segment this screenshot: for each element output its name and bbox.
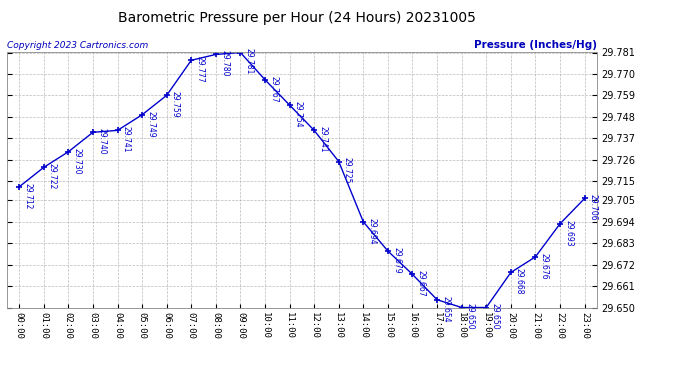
Text: 29.679: 29.679 bbox=[392, 247, 401, 273]
Text: 29.777: 29.777 bbox=[195, 56, 204, 83]
Text: 29.741: 29.741 bbox=[121, 126, 130, 153]
Text: 29.754: 29.754 bbox=[294, 101, 303, 128]
Text: 29.650: 29.650 bbox=[466, 303, 475, 330]
Text: 29.654: 29.654 bbox=[441, 296, 451, 322]
Text: Pressure (Inches/Hg): Pressure (Inches/Hg) bbox=[474, 40, 597, 50]
Text: 29.741: 29.741 bbox=[318, 126, 327, 153]
Text: 29.676: 29.676 bbox=[540, 253, 549, 279]
Text: 29.722: 29.722 bbox=[48, 163, 57, 189]
Text: 29.740: 29.740 bbox=[97, 128, 106, 155]
Text: 29.693: 29.693 bbox=[564, 220, 573, 246]
Text: 29.781: 29.781 bbox=[244, 48, 254, 75]
Text: Barometric Pressure per Hour (24 Hours) 20231005: Barometric Pressure per Hour (24 Hours) … bbox=[118, 11, 475, 25]
Text: 29.694: 29.694 bbox=[368, 217, 377, 244]
Text: 29.780: 29.780 bbox=[220, 50, 229, 77]
Text: 29.759: 29.759 bbox=[171, 91, 180, 118]
Text: Copyright 2023 Cartronics.com: Copyright 2023 Cartronics.com bbox=[7, 41, 148, 50]
Text: 29.749: 29.749 bbox=[146, 111, 155, 137]
Text: 29.725: 29.725 bbox=[343, 158, 352, 184]
Text: 29.668: 29.668 bbox=[515, 268, 524, 295]
Text: 29.706: 29.706 bbox=[589, 194, 598, 221]
Text: 29.667: 29.667 bbox=[417, 270, 426, 297]
Text: 29.767: 29.767 bbox=[269, 76, 278, 102]
Text: 29.650: 29.650 bbox=[491, 303, 500, 330]
Text: 29.730: 29.730 bbox=[72, 148, 81, 174]
Text: 29.712: 29.712 bbox=[23, 183, 32, 209]
